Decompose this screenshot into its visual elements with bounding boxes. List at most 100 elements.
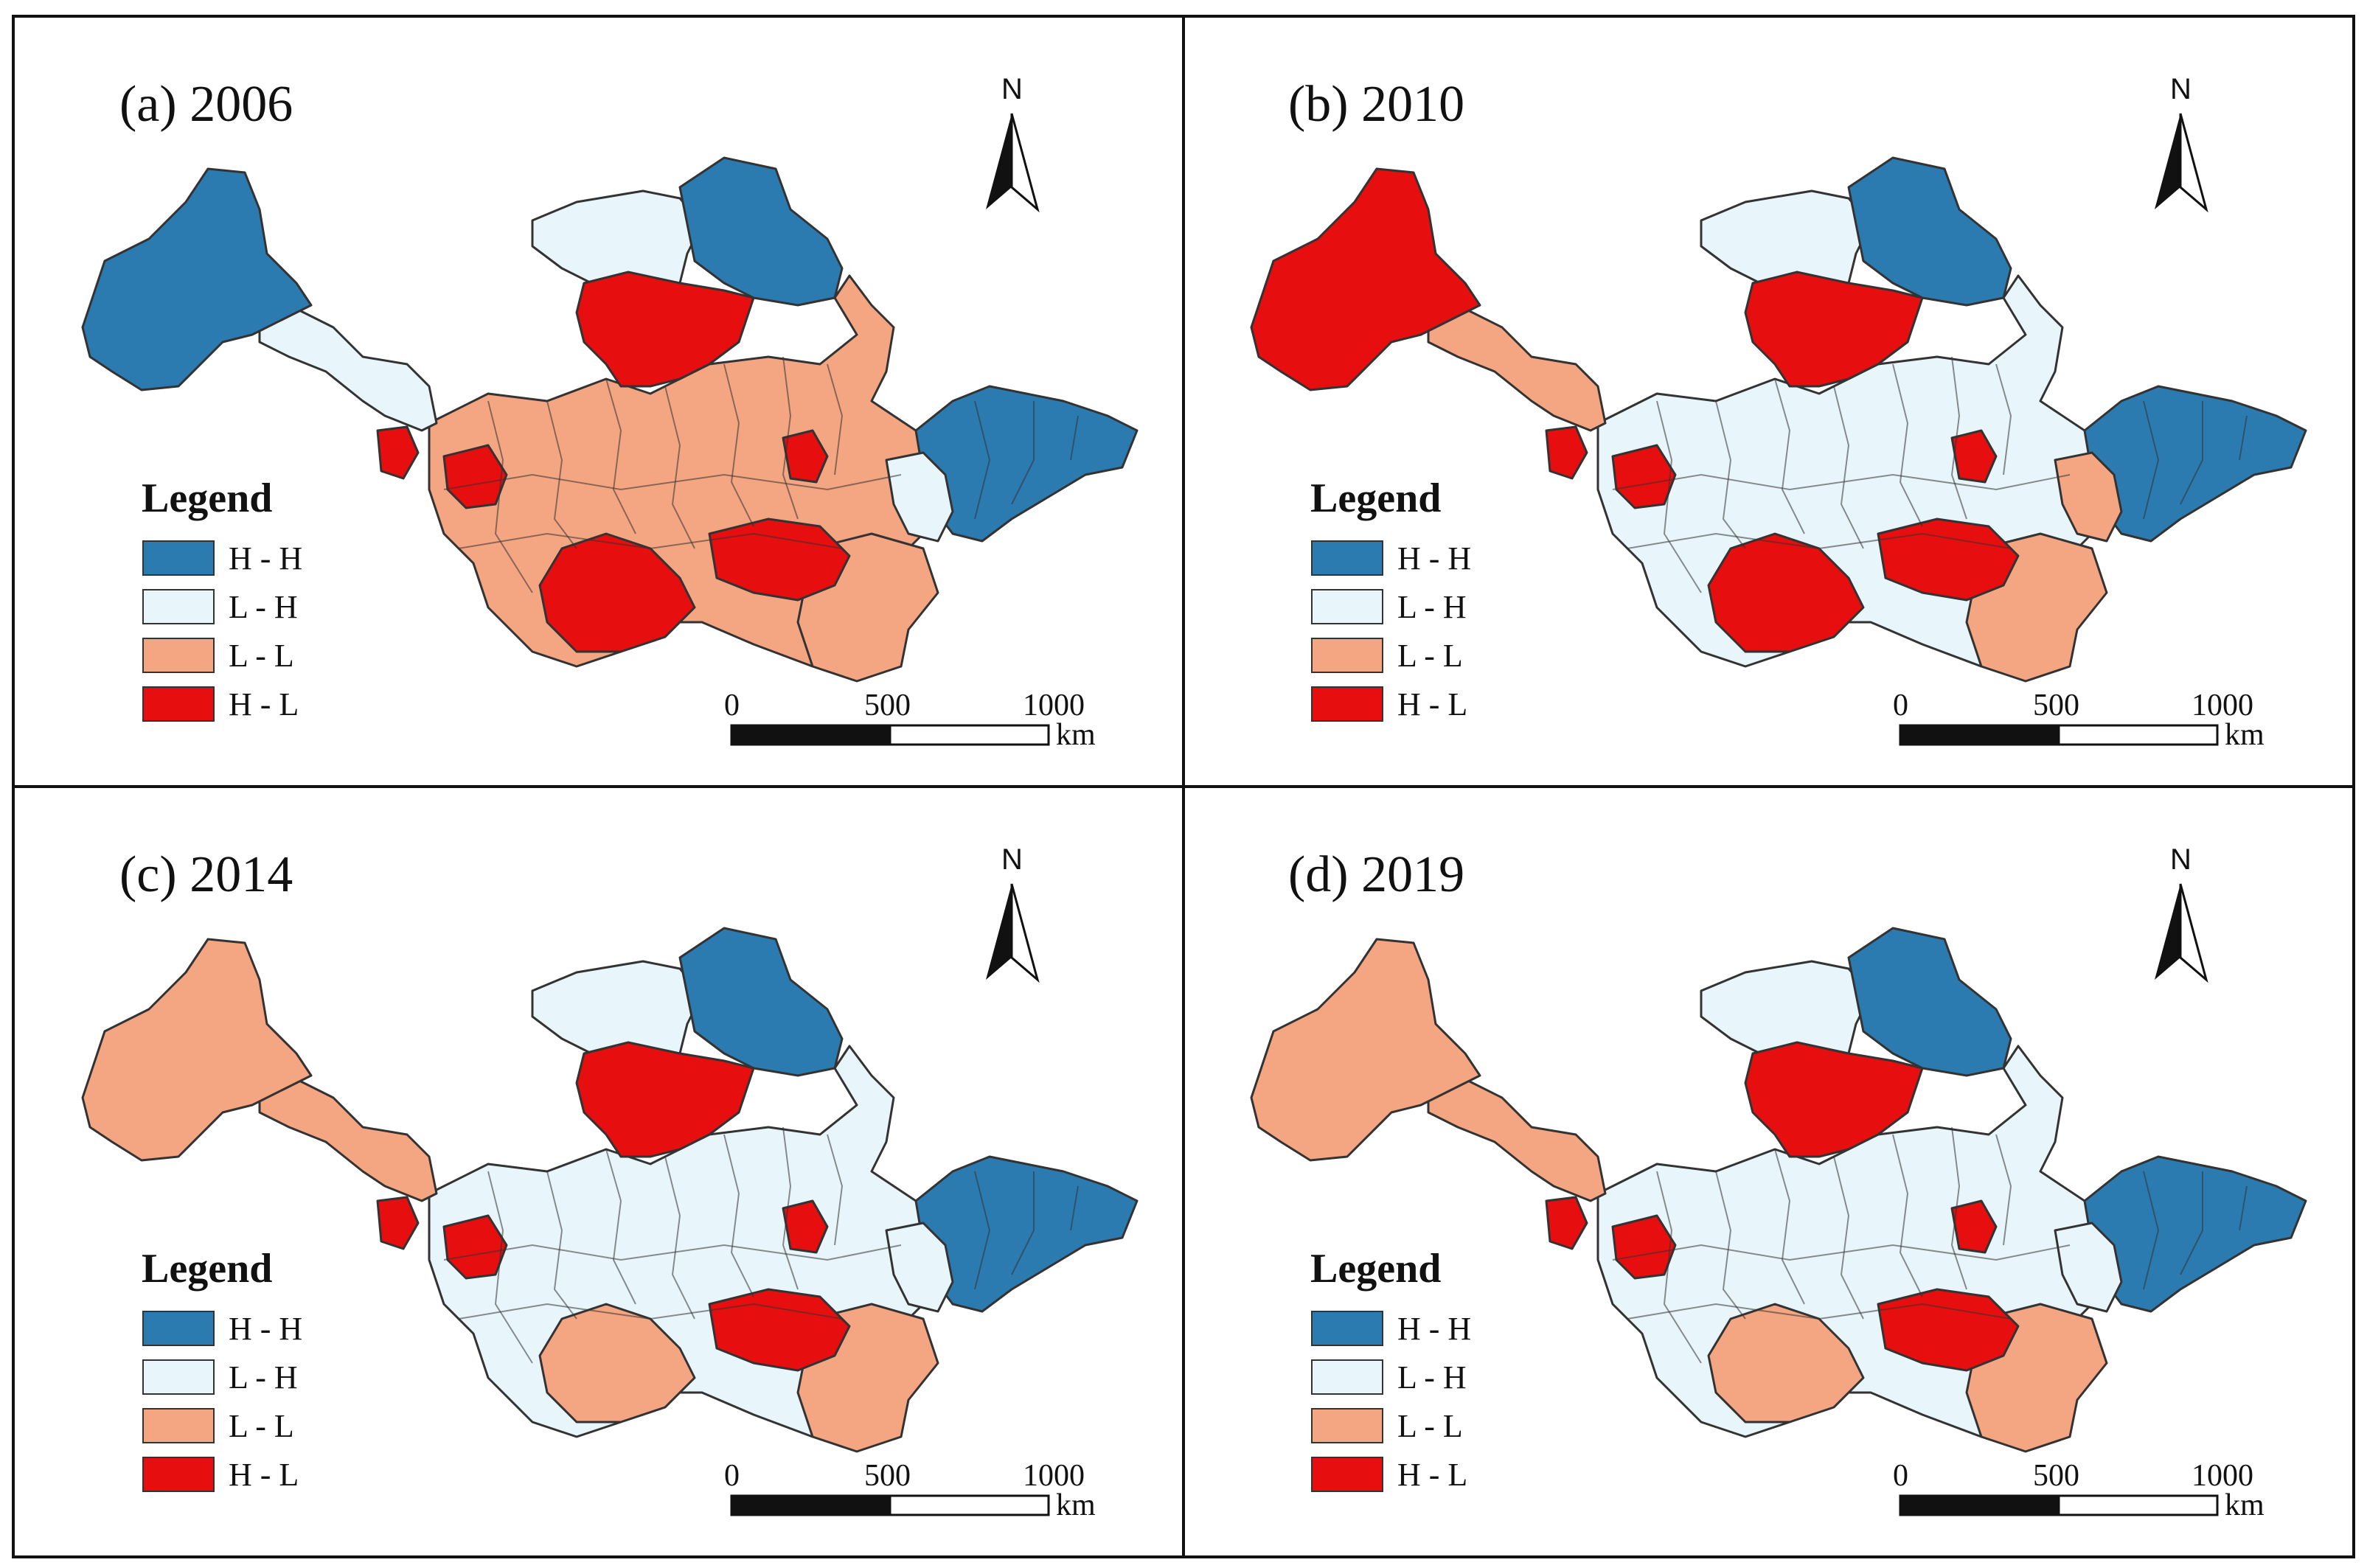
region-south_central: H-L bbox=[1877, 518, 2020, 602]
legend-swatch-l-h bbox=[1311, 1359, 1383, 1395]
internal-border bbox=[1892, 363, 1923, 527]
legend-swatch-l-h bbox=[1311, 589, 1383, 624]
internal-border bbox=[1627, 1303, 2012, 1320]
internal-border bbox=[1833, 1156, 1864, 1320]
scale-unit: km bbox=[1056, 718, 1096, 752]
legend-title: Legend bbox=[1310, 475, 1441, 521]
internal-border bbox=[1995, 1134, 2012, 1246]
region-corridor: L-L bbox=[1427, 307, 1607, 432]
region-island: H-L bbox=[376, 425, 420, 480]
north-arrow: N bbox=[986, 843, 1040, 983]
region-center_south: L-L bbox=[1707, 1303, 1865, 1424]
region-south_central: H-L bbox=[1877, 1288, 2020, 1372]
internal-border bbox=[1715, 1171, 1746, 1320]
legend-swatch-h-h bbox=[1311, 1311, 1383, 1346]
map-regions: L-LL-LL-HH-HL-HH-HH-LH-LH-LH-HL-HH-LH-LH… bbox=[81, 156, 1139, 683]
panel-title: (c) 2014 bbox=[119, 846, 293, 903]
scale-tick-label: 500 bbox=[864, 689, 911, 722]
internal-border bbox=[1070, 1185, 1079, 1231]
internal-border bbox=[1892, 1134, 1923, 1297]
legend-label: H - H bbox=[1397, 1311, 1471, 1347]
legend-swatch-h-h bbox=[142, 540, 215, 576]
scale-tick-label: 500 bbox=[2033, 689, 2079, 722]
region-west: H-H bbox=[81, 167, 313, 391]
legend-label: H - L bbox=[229, 686, 299, 722]
legend-swatch-l-h bbox=[142, 1359, 215, 1395]
internal-border bbox=[605, 1149, 636, 1305]
region-north_plateau: L-H bbox=[1700, 189, 1872, 292]
internal-border bbox=[2239, 415, 2248, 461]
region-center_north: H-L bbox=[1744, 1041, 1924, 1158]
internal-border bbox=[1774, 1149, 1805, 1305]
legend-label: L - H bbox=[229, 589, 298, 625]
region-corridor: L-H bbox=[258, 307, 438, 432]
scale-bar-filled bbox=[730, 724, 891, 746]
region-northeast: H-H bbox=[678, 927, 844, 1077]
region-northeast: H-H bbox=[678, 156, 844, 307]
legend-label: H - H bbox=[1397, 540, 1471, 576]
legend-swatch-h-l bbox=[142, 1457, 215, 1492]
internal-border bbox=[782, 1126, 799, 1290]
map-regions: L-HL-LL-LL-LL-HH-HH-LL-LH-LH-HL-HH-LH-LH… bbox=[81, 927, 1139, 1453]
north-arrow-left bbox=[986, 884, 1012, 980]
region-east_hotspot: H-L bbox=[782, 429, 829, 484]
region-center_north: H-L bbox=[575, 271, 755, 388]
region-south_central: H-L bbox=[708, 518, 851, 602]
scale-bar-empty bbox=[2057, 1494, 2219, 1516]
region-northeast: H-H bbox=[1847, 156, 2012, 307]
region-northeast: H-H bbox=[1847, 927, 2012, 1077]
scale-unit: km bbox=[2225, 718, 2265, 752]
internal-border bbox=[2180, 1171, 2203, 1275]
scale-unit: km bbox=[1056, 1488, 1096, 1522]
internal-border bbox=[2180, 401, 2203, 505]
legend-label: L - L bbox=[229, 638, 294, 674]
scale-bar-empty bbox=[889, 1494, 1050, 1516]
scale-tick-label: 1000 bbox=[2192, 689, 2253, 722]
internal-border bbox=[1950, 356, 1967, 520]
region-island: H-L bbox=[376, 1196, 420, 1250]
internal-border bbox=[664, 386, 695, 549]
region-south_central: H-L bbox=[708, 1288, 851, 1372]
north-label: N bbox=[1001, 843, 1023, 876]
region-east_hotspot: H-L bbox=[1950, 1199, 1998, 1254]
region-east_inner: L-H bbox=[885, 1222, 954, 1313]
internal-border bbox=[487, 400, 533, 593]
panel-title: (d) 2019 bbox=[1288, 846, 1464, 903]
region-west: H-L bbox=[1250, 167, 1481, 391]
internal-border bbox=[2239, 1185, 2248, 1231]
scale-tick-label: 0 bbox=[1893, 689, 1908, 722]
region-north_plateau: L-H bbox=[531, 189, 703, 292]
scale-tick-label: 1000 bbox=[1023, 1459, 1085, 1493]
panel-0: (a) 2006 L-LL-LL-HH-HL-HH-HH-LH-LH-LH-HL-… bbox=[81, 73, 1139, 752]
legend-label: L - L bbox=[1397, 638, 1463, 674]
north-arrow-left bbox=[986, 114, 1012, 209]
legend-label: L - L bbox=[1397, 1408, 1463, 1444]
region-island: H-L bbox=[1545, 425, 1588, 480]
legend-title: Legend bbox=[142, 1246, 272, 1292]
region-east_inner: L-L bbox=[2054, 451, 2123, 543]
legend-swatch-l-l bbox=[142, 638, 215, 673]
scale-bar-empty bbox=[889, 724, 1050, 746]
internal-border bbox=[1833, 386, 1864, 549]
north-label: N bbox=[2170, 73, 2192, 105]
legend-label: H - L bbox=[1397, 1457, 1467, 1493]
north-arrow-left bbox=[2155, 884, 2180, 980]
legend-swatch-h-l bbox=[1311, 686, 1383, 722]
north-arrow: N bbox=[2155, 843, 2208, 983]
internal-border bbox=[1011, 401, 1035, 505]
internal-border bbox=[1995, 363, 2012, 475]
north-label: N bbox=[2170, 843, 2192, 876]
region-center_south: H-L bbox=[1707, 532, 1865, 653]
panel-title: (b) 2010 bbox=[1288, 76, 1464, 133]
legend-swatch-l-l bbox=[1311, 1408, 1383, 1443]
north-arrow-right bbox=[2179, 883, 2208, 983]
legend-label: L - H bbox=[1397, 1359, 1467, 1395]
legend-swatch-h-h bbox=[142, 1311, 215, 1346]
region-east_hotspot: H-L bbox=[782, 1199, 829, 1254]
north-arrow-right bbox=[1010, 883, 1040, 983]
legend-title: Legend bbox=[142, 475, 272, 521]
internal-border bbox=[458, 532, 843, 550]
legend-label: H - H bbox=[229, 540, 302, 576]
panel-3: (d) 2019L-HL-LL-LL-LL-HH-HH-LL-LH-LH-HL-… bbox=[1250, 843, 2307, 1522]
